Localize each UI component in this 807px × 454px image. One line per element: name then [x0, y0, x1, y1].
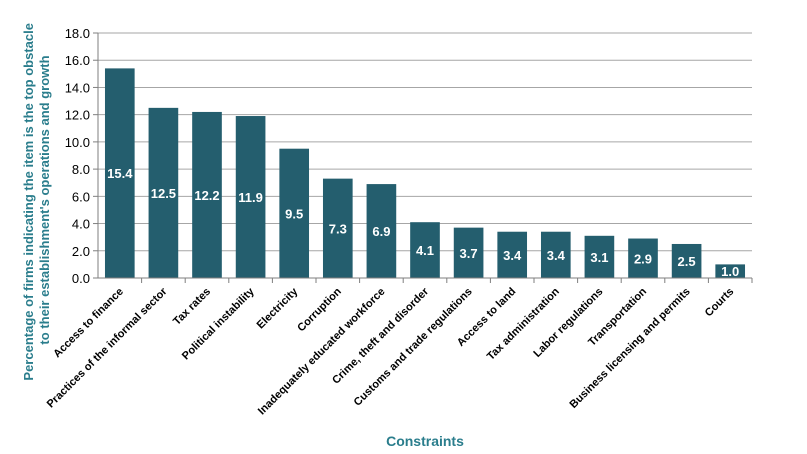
bar-value-label: 2.9	[634, 251, 652, 266]
bar	[584, 235, 615, 278]
y-tick-label: 2.0	[72, 244, 90, 259]
bar	[628, 238, 658, 278]
x-axis-title: Constraints	[386, 433, 464, 449]
bar	[235, 116, 266, 279]
bar-value-label: 3.4	[547, 248, 566, 263]
bar	[671, 243, 702, 278]
y-tick-label: 0.0	[72, 271, 90, 286]
bar-value-label: 12.5	[151, 186, 176, 201]
y-tick-label: 12.0	[65, 108, 90, 123]
x-tick-label: Access to finance	[51, 286, 126, 361]
y-tick-label: 8.0	[72, 162, 90, 177]
x-tick-label: Electricity	[255, 285, 301, 331]
axes	[93, 32, 753, 283]
bar-value-label: 1.0	[721, 264, 739, 279]
bar	[453, 227, 484, 278]
bar-value-label: 2.5	[678, 254, 696, 269]
bar-value-label: 9.5	[285, 206, 303, 221]
x-tick-label: Courts	[703, 286, 737, 320]
x-tick-label: Tax administration	[485, 285, 562, 362]
bar-value-label: 15.4	[107, 166, 133, 181]
bar-value-label: 11.9	[238, 190, 263, 205]
bar	[322, 178, 353, 278]
y-tick-label: 16.0	[65, 53, 90, 68]
bars	[104, 68, 746, 279]
data-labels: 15.4 12.5 12.2 11.9 9.5 7.3 6.9 4.1 3.7 3.4 3.4 3.1…	[107, 166, 739, 279]
bar-value-label: 6.9	[372, 224, 390, 239]
y-axis-title-line-1: Percentage of firms indicating the item …	[21, 23, 36, 381]
y-tick-label: 10.0	[65, 135, 90, 150]
bar	[104, 68, 135, 278]
y-tick-label: 6.0	[72, 189, 90, 204]
x-tick-label: Political instability	[180, 285, 257, 362]
y-axis-title: Percentage of firms indicating the item …	[21, 19, 52, 380]
bar-value-label: 7.3	[329, 221, 347, 236]
bar	[279, 148, 310, 278]
y-tick-label: 18.0	[65, 26, 90, 41]
bar	[192, 111, 222, 278]
y-tick-label: 14.0	[65, 80, 90, 95]
bar-value-label: 3.1	[590, 250, 608, 265]
bar	[410, 222, 440, 278]
bar	[540, 231, 571, 278]
bar	[366, 184, 397, 278]
bar-value-label: 4.1	[416, 243, 434, 258]
bar-value-label: 12.2	[194, 188, 219, 203]
bar	[497, 231, 528, 278]
y-axis-title-line-2: to their establishment's operations and …	[37, 55, 52, 344]
bar-value-label: 3.4	[503, 248, 522, 263]
bar	[715, 264, 746, 278]
x-tick-label: Tax rates	[171, 286, 213, 328]
bar	[148, 107, 179, 278]
bar-value-label: 3.7	[460, 246, 478, 261]
y-tick-labels: 0.0 2.0 4.0 6.0 8.0 10.0 12.0 14.0 16.0 18.0	[65, 26, 90, 286]
y-tick-label: 4.0	[72, 217, 90, 232]
